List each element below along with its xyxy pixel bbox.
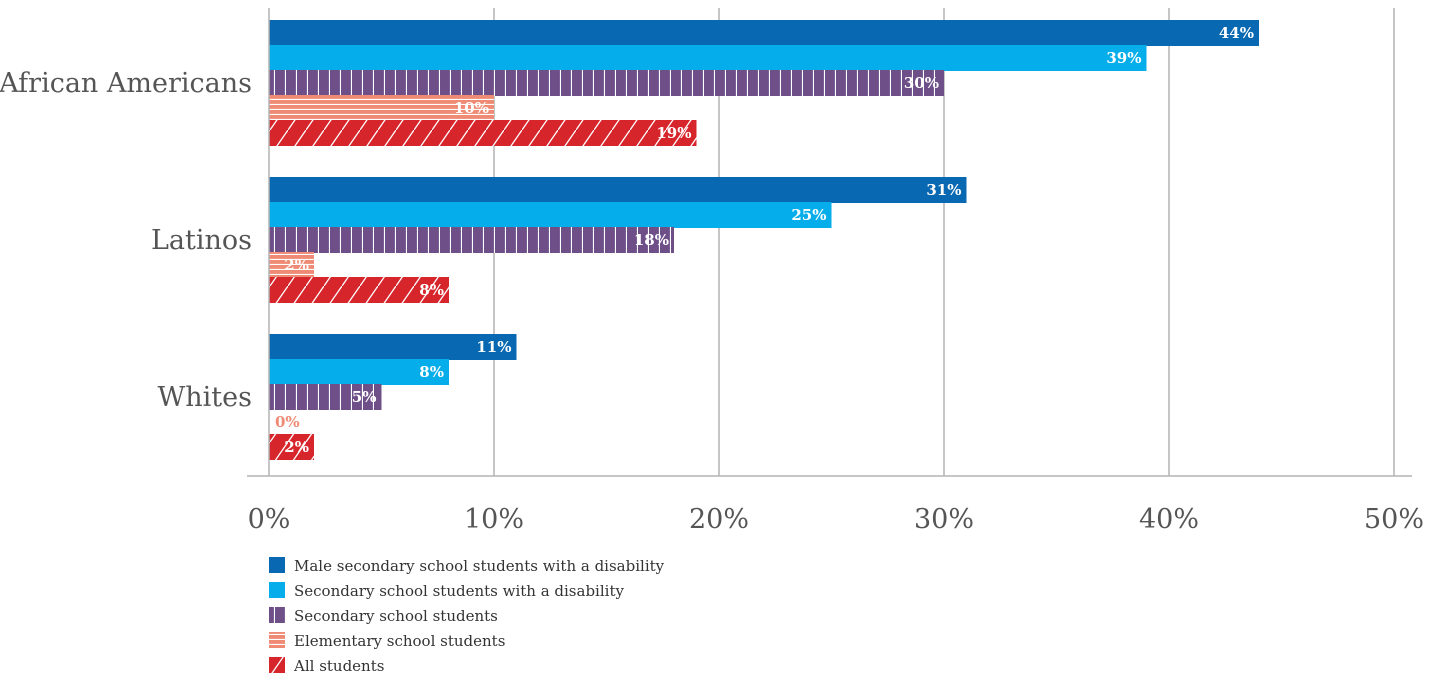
legend-swatch [269,632,285,648]
legend-label: Elementary school students [294,632,505,650]
x-tick-label: 20% [689,504,749,535]
category-label: African Americans [0,68,252,99]
legend-label: All students [293,657,384,675]
bar [269,202,832,228]
bar [269,20,1259,46]
bar [269,120,697,146]
data-label: 10% [454,99,489,117]
x-tick-label: 10% [464,504,524,535]
data-label: 2% [284,256,309,274]
data-label: 18% [634,231,669,249]
data-label: 31% [926,181,961,199]
category-label: Whites [158,382,252,413]
data-label: 11% [476,338,511,356]
data-label: 39% [1106,49,1141,67]
legend-label: Secondary school students with a disabil… [294,582,624,600]
x-tick-label: 30% [914,504,974,535]
bar [269,177,967,203]
data-label: 30% [904,74,939,92]
legend-label: Secondary school students [294,607,498,625]
x-tick-label: 40% [1139,504,1199,535]
data-label: 8% [419,281,444,299]
data-label: 25% [791,206,826,224]
bar [269,227,674,253]
category-label: Latinos [151,225,252,256]
data-label: 0% [275,413,300,431]
data-label: 19% [656,124,691,142]
legend: Male secondary school students with a di… [269,557,665,675]
legend-swatch [269,557,285,573]
data-label: 44% [1219,24,1254,42]
legend-swatch [269,657,285,673]
bars [269,20,1259,460]
legend-swatch [269,607,285,623]
data-label: 5% [352,388,377,406]
bar [269,70,944,96]
legend-label: Male secondary school students with a di… [294,557,665,575]
x-tick-label: 50% [1364,504,1424,535]
legend-swatch [269,582,285,598]
x-tick-label: 0% [248,504,291,535]
data-label: 8% [419,363,444,381]
data-label: 2% [284,438,309,456]
bar [269,45,1147,71]
